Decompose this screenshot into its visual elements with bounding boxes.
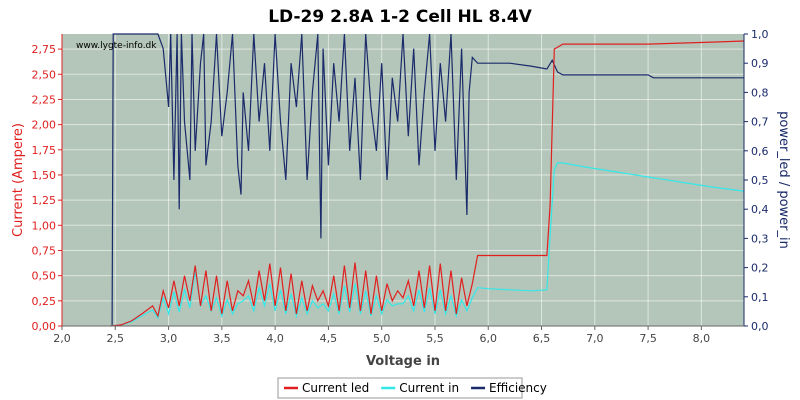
y-left-tick-label: 2,00 — [32, 119, 57, 132]
y-left-tick-label: 1,50 — [32, 169, 57, 182]
y-left-tick-label: 2,75 — [32, 43, 57, 56]
y-left-tick-label: 0,00 — [32, 320, 57, 333]
y-right-tick-label: 0,9 — [751, 57, 769, 70]
y-right-tick-label: 0,0 — [751, 320, 769, 333]
y-right-axis-title: power_led / power_in — [776, 111, 791, 249]
legend-box — [277, 377, 523, 399]
x-tick-label: 5,5 — [426, 332, 444, 345]
x-tick-label: 8,0 — [693, 332, 711, 345]
x-tick-label: 3,5 — [213, 332, 231, 345]
y-left-axis-title: Current (Ampere) — [11, 123, 26, 237]
x-axis-title: Voltage in — [366, 354, 440, 369]
y-right-tick-label: 1,0 — [751, 28, 769, 41]
y-left-tick-label: 1,25 — [32, 194, 57, 207]
y-left-tick-label: 2,25 — [32, 93, 57, 106]
y-right-tick-label: 0,3 — [751, 232, 769, 245]
x-tick-label: 6,5 — [533, 332, 551, 345]
y-right-tick-label: 0,6 — [751, 145, 769, 158]
series-line-current-in — [109, 162, 745, 327]
x-tick-label: 4,0 — [266, 332, 284, 345]
y-right-tick-label: 0,2 — [751, 262, 769, 275]
x-tick-label: 6,0 — [480, 332, 498, 345]
y-right-tick-label: 0,1 — [751, 291, 769, 304]
legend-label: Efficiency — [489, 381, 547, 395]
x-tick-label: 2,5 — [107, 332, 125, 345]
y-left-tick-label: 0,75 — [32, 244, 57, 257]
y-left-tick-label: 1,75 — [32, 144, 57, 157]
x-tick-label: 7,5 — [639, 332, 657, 345]
series-layer — [109, 33, 745, 327]
y-left-tick-label: 0,50 — [32, 270, 57, 283]
x-tick-label: 5,0 — [373, 332, 391, 345]
legend-label: Current in — [399, 381, 459, 395]
series-line-efficiency — [111, 33, 744, 327]
legend-label: Current led — [302, 381, 369, 395]
watermark: www.lygte-info.dk — [76, 41, 157, 51]
y-left-tick-label: 0,25 — [32, 295, 57, 308]
x-tick-label: 3,0 — [160, 332, 178, 345]
x-tick-label: 2,0 — [53, 332, 71, 345]
y-right-tick-label: 0,7 — [751, 116, 769, 129]
chart-title: LD-29 2.8A 1-2 Cell HL 8.4V — [268, 7, 532, 27]
series-line-current-led — [109, 40, 745, 327]
y-right-tick-label: 0,5 — [751, 174, 769, 187]
x-tick-label: 7,0 — [586, 332, 604, 345]
legend: Current led Current in Efficiency — [277, 377, 547, 399]
x-tick-label: 4,5 — [320, 332, 338, 345]
y-left-tick-label: 2,50 — [32, 68, 57, 81]
x-axis-ticks: 2,0 2,5 3,0 3,5 4,0 4,5 5,0 5,5 6,0 6,5 7,0 7,5 8,0 — [53, 326, 710, 345]
y-left-axis-ticks: 0,00 0,25 0,50 0,75 1,00 1,25 1,50 1,75 2,00 2,25… — [32, 43, 62, 333]
y-right-axis-ticks: 0,0 0,1 0,2 0,3 0,4 0,5 0,6 0,7 0,8 0,9 1,0 — [744, 28, 769, 333]
y-right-tick-label: 0,4 — [751, 203, 769, 216]
plot-area — [62, 34, 744, 326]
y-right-tick-label: 0,8 — [751, 86, 769, 99]
y-left-tick-label: 1,00 — [32, 219, 57, 232]
